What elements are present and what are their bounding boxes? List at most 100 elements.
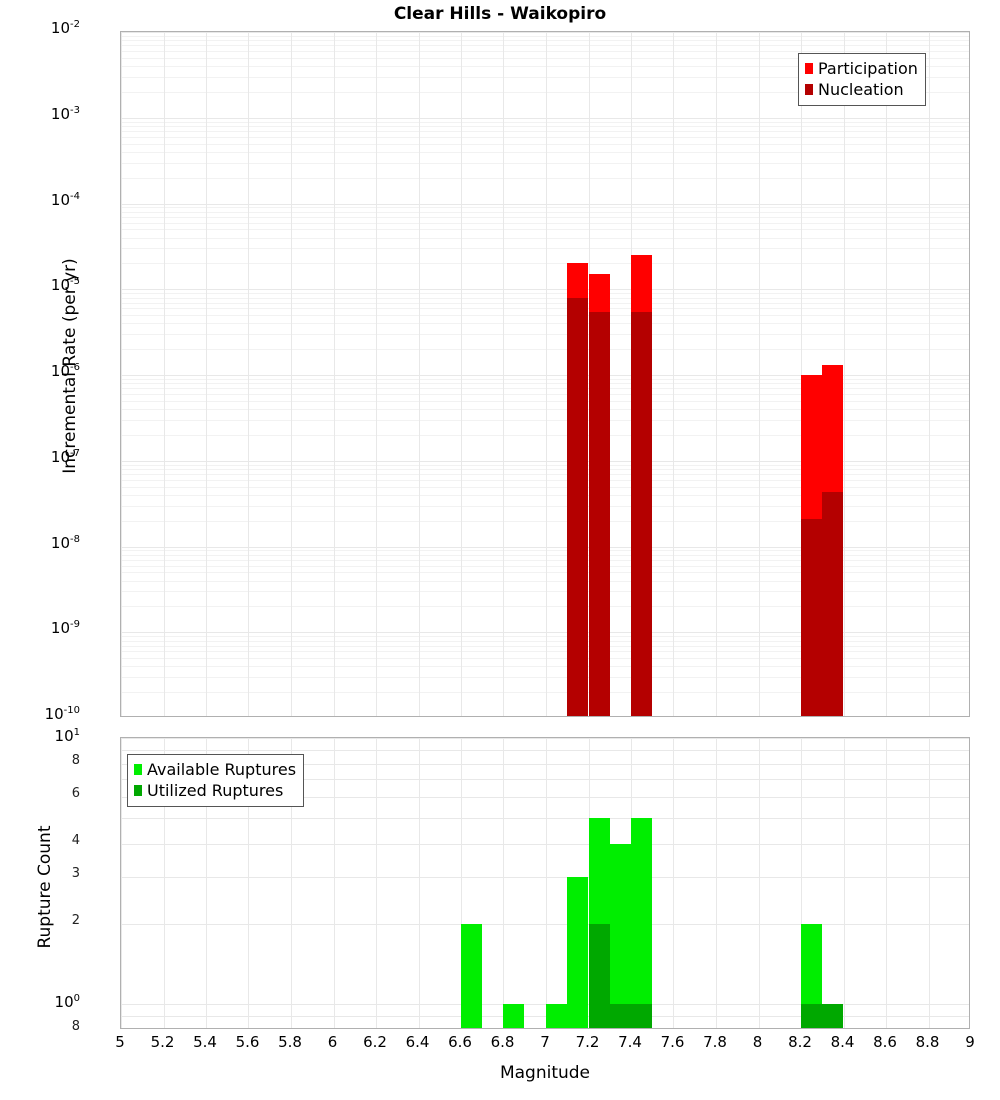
gridline-minor [121, 520, 969, 522]
gridline-minor [121, 248, 969, 250]
x-tick-label: 7.6 [660, 1033, 685, 1051]
gridline-minor [121, 388, 969, 390]
x-tick-label: 9 [965, 1033, 975, 1051]
gridline-minor [121, 469, 969, 471]
gridline-major [121, 843, 969, 845]
bar-available-m6.6 [461, 924, 482, 1028]
x-tick-label: 5.2 [150, 1033, 175, 1051]
bar-available-m6.8 [503, 1004, 524, 1028]
bottom-legend-entry: Available Ruptures [134, 759, 296, 780]
gridline-minor [121, 383, 969, 385]
x-tick-label: 7.4 [618, 1033, 642, 1051]
gridline-minor [121, 162, 969, 164]
x-tick-label: 8 [752, 1033, 763, 1051]
bar-nucleation-m7.2 [589, 311, 610, 716]
gridline-vertical [248, 32, 249, 716]
y-tick-label: 4 [71, 832, 80, 848]
y-tick-label: 10-8 [50, 533, 80, 552]
bottom-legend: Available Ruptures Utilized Ruptures [127, 754, 305, 807]
x-tick-label: 6.6 [448, 1033, 472, 1051]
bottom-y-axis-label: Rupture Count [35, 825, 55, 949]
x-tick-label: 8.6 [873, 1033, 897, 1051]
y-tick-label: 10-2 [50, 19, 80, 37]
bar-utilized-m7.4 [631, 1004, 652, 1028]
gridline-vertical [121, 32, 122, 716]
gridline-vertical [334, 738, 335, 1028]
gridline-minor [121, 474, 969, 476]
gridline-vertical [886, 32, 887, 716]
x-tick-label: 8.2 [788, 1033, 812, 1051]
gridline-vertical [503, 32, 504, 716]
gridline-major [121, 779, 969, 781]
gridline-major [121, 632, 969, 634]
gridline-major [121, 1004, 969, 1006]
gridline-minor [121, 57, 969, 59]
gridline-minor [121, 40, 969, 42]
y-tick-label: 10-3 [50, 104, 80, 123]
bar-available-m7.4 [631, 818, 652, 1028]
gridline-minor [121, 394, 969, 396]
gridline-minor [121, 580, 969, 582]
y-tick-label: 101 [54, 727, 80, 745]
y-tick-label: 6 [71, 786, 80, 802]
y-tick-label: 10-5 [50, 276, 80, 295]
gridline-vertical [461, 738, 462, 1028]
x-tick-label: 7 [540, 1033, 550, 1051]
gridline-minor [121, 293, 969, 295]
x-tick-label: 5.8 [278, 1033, 302, 1051]
bar-available-m7.3 [610, 843, 631, 1028]
x-axis-label: Magnitude [499, 1063, 591, 1083]
bar-nucleation-m8.3 [822, 492, 843, 716]
gridline-minor [121, 419, 969, 421]
y-tick-label: 100 [54, 993, 80, 1012]
x-tick-label: 8.4 [830, 1033, 855, 1051]
bottom-y-axis-ticks: 101 8 6 4 3 2 100 8 [0, 728, 120, 1034]
gridline-vertical [248, 738, 249, 1028]
gridline-minor [121, 400, 969, 402]
bar-utilized-m7.2 [589, 924, 610, 1028]
gridline-vertical [419, 738, 420, 1028]
bar-nucleation-m8.2 [801, 518, 822, 716]
gridline-minor [121, 550, 969, 552]
gridline-minor [121, 308, 969, 310]
gridline-vertical [844, 32, 845, 716]
x-tick-label: 7.8 [703, 1033, 727, 1051]
gridline-vertical [376, 32, 377, 716]
gridline-minor [121, 479, 969, 481]
gridline-minor [121, 645, 969, 647]
gridline-minor [121, 126, 969, 128]
gridline-minor [121, 334, 969, 336]
gridline-minor [121, 143, 969, 145]
gridline-minor [121, 297, 969, 299]
gridline-vertical [801, 738, 802, 1028]
legend-label: Utilized Ruptures [147, 780, 284, 800]
legend-label: Nucleation [818, 79, 904, 99]
legend-swatch-icon [805, 84, 813, 95]
bar-nucleation-m7.4 [631, 311, 652, 716]
gridline-minor [121, 66, 969, 68]
gridline-minor [121, 136, 969, 138]
y-tick-label: 10-6 [50, 362, 80, 380]
gridline-vertical [419, 32, 420, 716]
legend-label: Participation [818, 58, 918, 78]
gridline-minor [121, 651, 969, 653]
gridline-vertical [673, 738, 674, 1028]
gridline-vertical [716, 32, 717, 716]
top-legend-entry: Participation [805, 58, 918, 79]
bar-available-m7 [546, 1004, 567, 1028]
gridline-minor [121, 121, 969, 123]
bar-utilized-m8.3 [822, 1004, 843, 1028]
top-legend-entry: Nucleation [805, 79, 918, 100]
gridline-major [121, 738, 969, 739]
gridline-minor [121, 606, 969, 608]
gridline-vertical [503, 738, 504, 1028]
gridline-vertical [334, 32, 335, 716]
gridline-minor [121, 640, 969, 642]
gridline-vertical [164, 738, 165, 1028]
gridline-vertical [206, 738, 207, 1028]
gridline-major [121, 375, 969, 376]
x-tick-label: 7.2 [575, 1033, 600, 1051]
gridline-vertical [929, 32, 930, 716]
gridline-major [121, 546, 969, 548]
gridline-vertical [886, 738, 887, 1028]
